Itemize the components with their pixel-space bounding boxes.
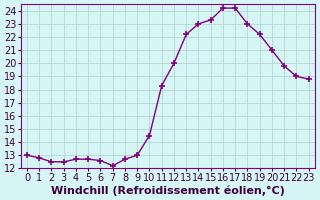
X-axis label: Windchill (Refroidissement éolien,°C): Windchill (Refroidissement éolien,°C) (51, 185, 285, 196)
